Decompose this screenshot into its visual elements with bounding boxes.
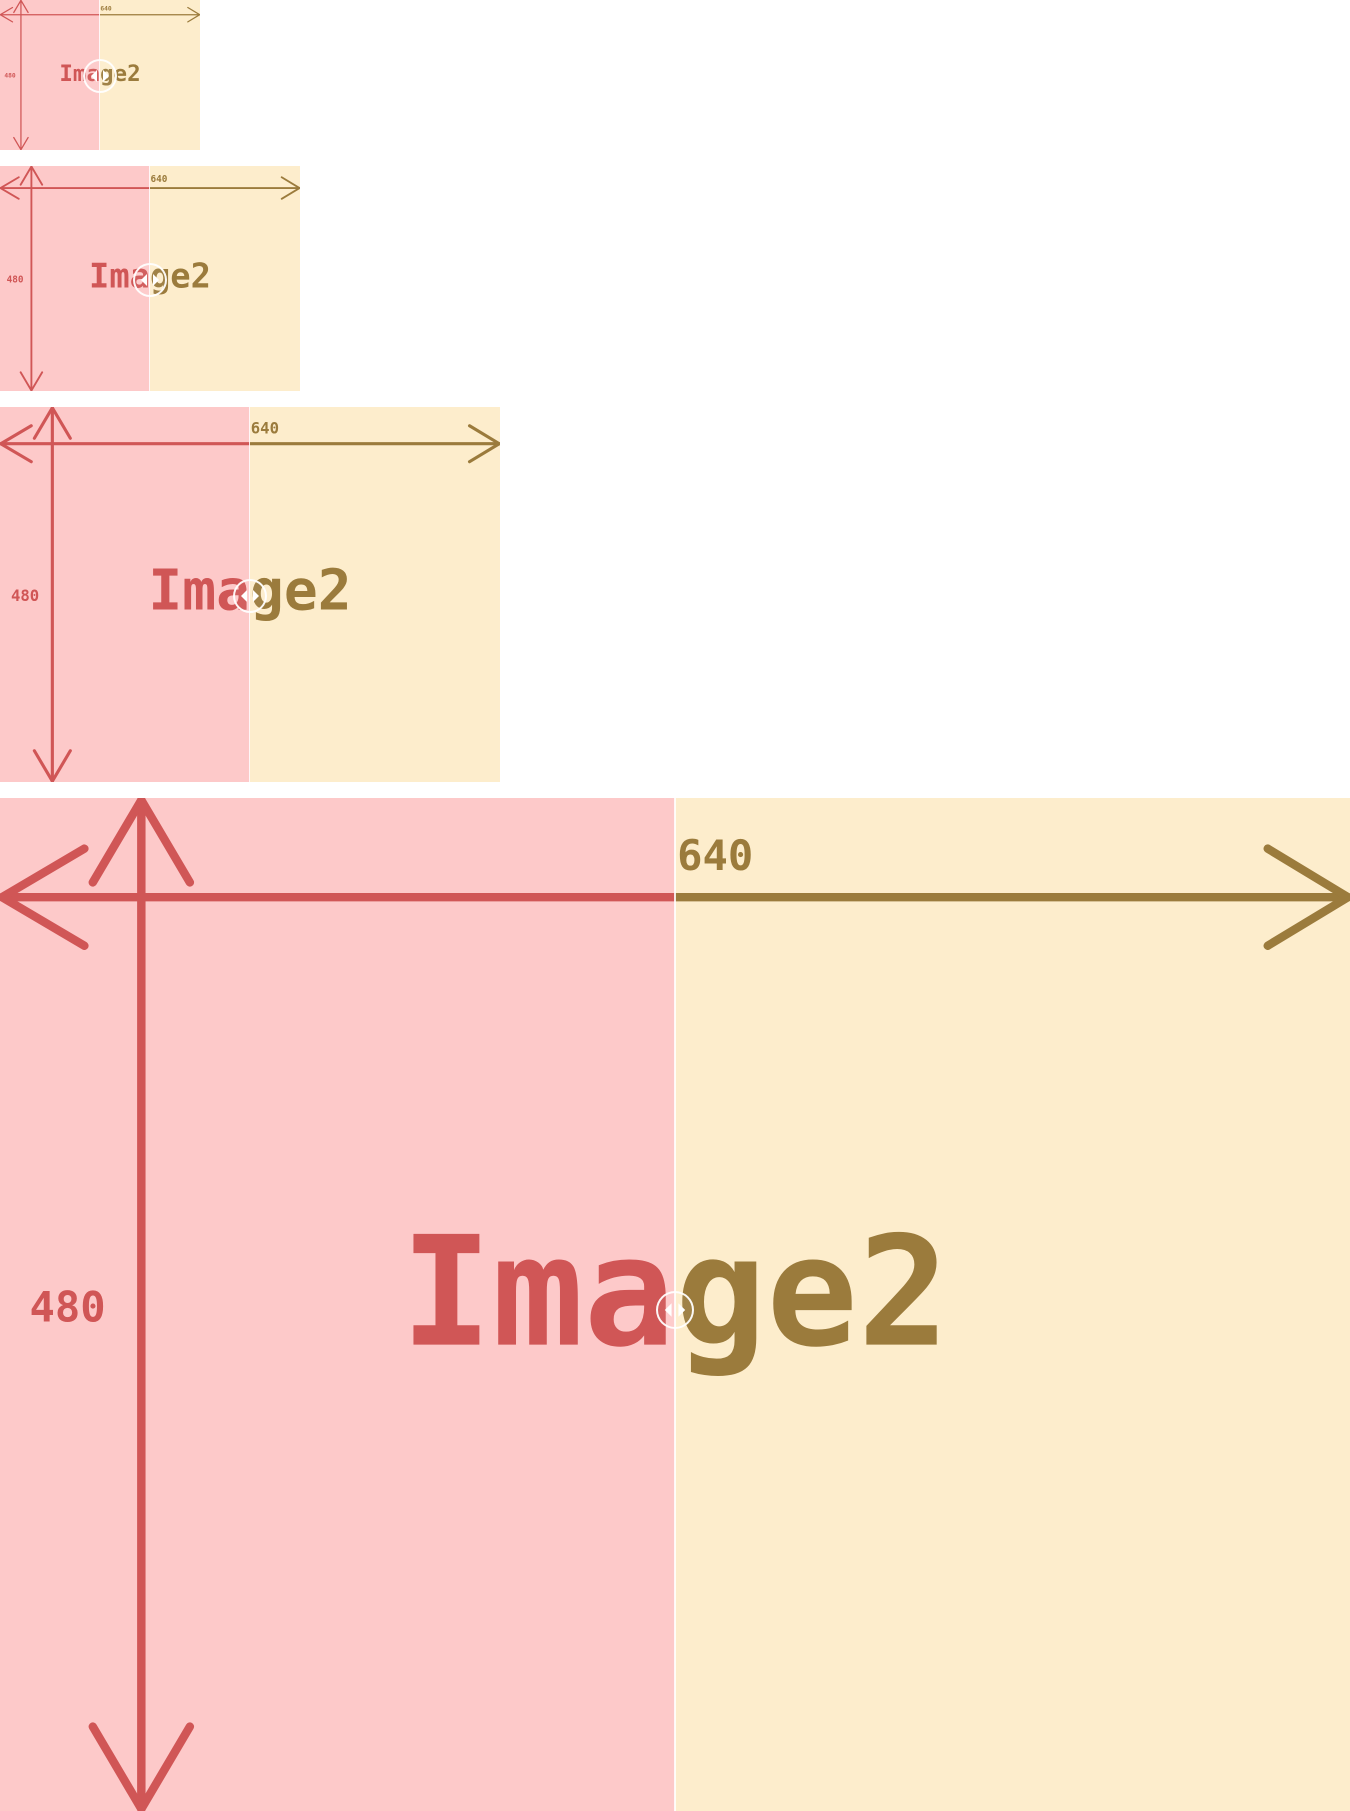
dimension-arrows-icon <box>675 844 1350 950</box>
width-label: 640 <box>677 831 753 880</box>
height-label: 480 <box>4 73 16 80</box>
image-compare-slider-1[interactable]: 640480Image2640480Image2 <box>0 0 200 150</box>
after-image-layer: 640480Image2 <box>675 798 1350 1811</box>
height-label: 480 <box>30 1282 106 1331</box>
dimension-arrows-icon <box>150 176 300 200</box>
dimension-arrows-icon <box>250 424 500 464</box>
slider-handle[interactable] <box>83 58 117 93</box>
left-right-arrows-icon <box>91 69 109 82</box>
height-label: 480 <box>11 587 39 605</box>
image-label: Image2 <box>675 1204 949 1381</box>
height-label: 480 <box>7 274 24 285</box>
slider-handle[interactable] <box>656 1290 694 1329</box>
left-right-arrows-icon <box>141 273 159 286</box>
image2-picture: 640480Image2 <box>250 407 500 782</box>
width-label: 640 <box>150 174 167 185</box>
image-label: Image2 <box>250 558 352 623</box>
image2-picture: 640480Image2 <box>150 166 300 391</box>
after-image-layer: 640480Image2 <box>150 166 300 391</box>
slider-handle[interactable] <box>233 579 267 614</box>
image-compare-slider-4[interactable]: 640480Image2640480Image2 <box>0 798 1350 1811</box>
left-right-arrows-icon <box>241 590 259 603</box>
slider-handle[interactable] <box>133 262 167 297</box>
image2-picture: 640480Image2 <box>675 798 1350 1811</box>
width-label: 640 <box>251 420 279 438</box>
left-right-arrows-icon <box>664 1302 686 1317</box>
image-compare-slider-3[interactable]: 640480Image2640480Image2 <box>0 407 500 782</box>
width-label: 640 <box>100 6 112 13</box>
dimension-arrows-icon <box>100 6 200 23</box>
image-compare-slider-2[interactable]: 640480Image2640480Image2 <box>0 166 300 391</box>
after-image-layer: 640480Image2 <box>250 407 500 782</box>
